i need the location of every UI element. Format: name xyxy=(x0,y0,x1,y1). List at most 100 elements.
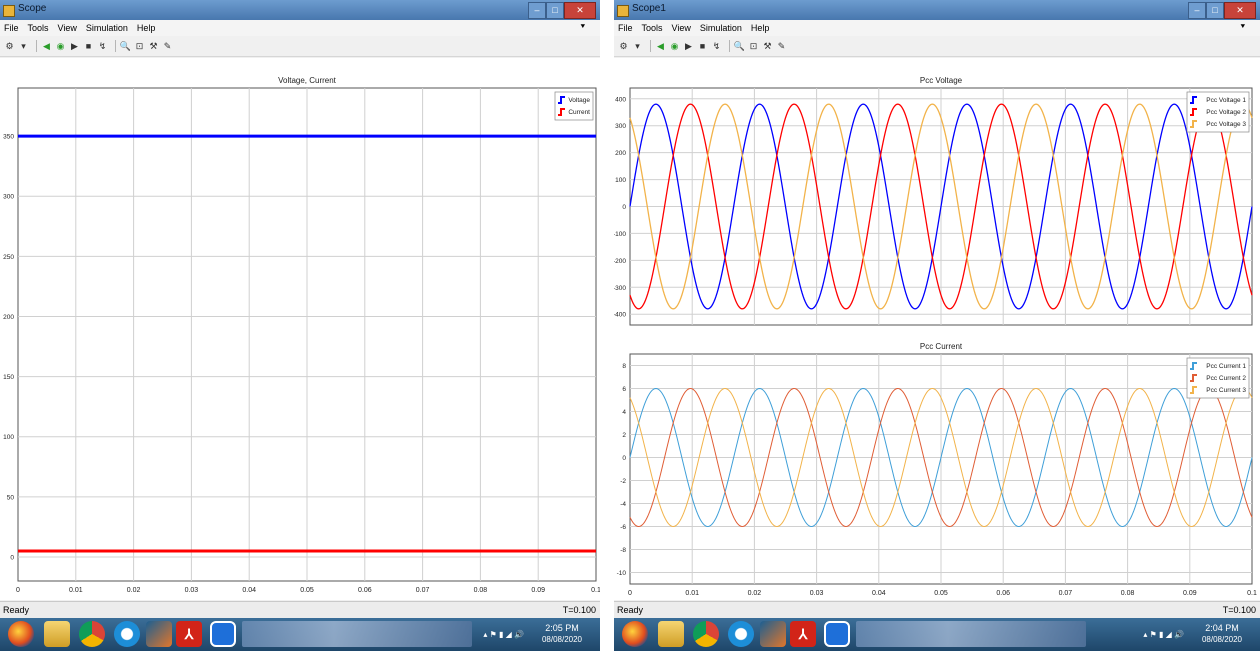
window-title: Scope xyxy=(18,3,47,14)
clock-date[interactable]: 08/08/2020 xyxy=(541,635,583,644)
play-icon[interactable]: ▶ xyxy=(685,40,692,51)
close-button[interactable]: ✕ xyxy=(564,2,596,19)
y-tick-label: -10 xyxy=(617,570,627,577)
step-back-icon[interactable]: ◀ xyxy=(657,40,664,51)
plot-area[interactable]: Voltage, Current 0 0.01 0.02 0.03 0.04 0.05 0.0… xyxy=(0,58,600,600)
taskbar-window-preview[interactable] xyxy=(856,621,1086,647)
voltage-current-chart: Voltage, Current 0 0.01 0.02 0.03 0.04 0.05 0.0… xyxy=(3,76,600,594)
toolbar-separator xyxy=(115,40,116,52)
file-explorer-icon[interactable] xyxy=(44,621,70,647)
minimize-button[interactable]: – xyxy=(528,2,546,19)
chrome-icon[interactable] xyxy=(79,621,105,647)
edge-icon[interactable] xyxy=(114,621,140,647)
sim-time: T=0.100 xyxy=(1222,605,1256,615)
taskbar-window-preview[interactable] xyxy=(242,621,472,647)
autoscale-icon[interactable]: ⊡ xyxy=(749,40,758,51)
maximize-button[interactable]: □ xyxy=(1206,2,1224,19)
maximize-button[interactable]: □ xyxy=(546,2,564,19)
teamviewer-icon[interactable] xyxy=(824,621,850,647)
dropdown-icon[interactable]: ▾ xyxy=(635,40,640,51)
legend-box xyxy=(1186,91,1250,133)
matlab-icon[interactable] xyxy=(146,621,172,647)
play-icon[interactable]: ▶ xyxy=(71,40,78,51)
close-button[interactable]: ✕ xyxy=(1224,2,1256,19)
menu-view[interactable]: View xyxy=(671,23,691,33)
y-tick-label: 0 xyxy=(622,204,626,211)
legend-label: Pcc Current 1 xyxy=(1206,363,1246,370)
menu-tools[interactable]: Tools xyxy=(27,23,49,33)
toolbar-separator xyxy=(729,40,730,52)
chrome-icon[interactable] xyxy=(693,621,719,647)
parameters-icon[interactable]: ⚒ xyxy=(149,40,158,51)
legend-icon[interactable]: ✎ xyxy=(163,40,172,51)
legend-label: Pcc Current 3 xyxy=(1206,387,1246,394)
acrobat-icon[interactable]: ⅄ xyxy=(176,621,202,647)
x-tick-label: 0.1 xyxy=(591,587,600,594)
menu-simulation[interactable]: Simulation xyxy=(85,23,128,33)
legend-swatch xyxy=(1190,120,1197,128)
menu-tools[interactable]: Tools xyxy=(641,23,663,33)
clock-date[interactable]: 08/08/2020 xyxy=(1201,635,1243,644)
y-tick-label: 0 xyxy=(622,455,626,462)
legend-swatch xyxy=(1190,108,1197,116)
clock-time[interactable]: 2:04 PM xyxy=(1205,623,1239,633)
y-tick-label: 0 xyxy=(10,554,14,561)
toolbar-separator xyxy=(650,40,651,52)
status-bar: Ready T=0.100 xyxy=(0,601,600,618)
menu-file[interactable]: File xyxy=(4,23,19,33)
y-tick-label: 200 xyxy=(615,150,626,157)
status-text: Ready xyxy=(3,605,30,615)
autoscale-icon[interactable]: ⊡ xyxy=(135,40,144,51)
y-tick-label: 350 xyxy=(3,134,14,141)
menu-view[interactable]: View xyxy=(57,23,77,33)
status-bar: Ready T=0.100 xyxy=(614,601,1260,618)
pin-icon[interactable]: ⯆ xyxy=(579,22,586,31)
clock-time[interactable]: 2:05 PM xyxy=(545,623,579,633)
windows-start-icon[interactable] xyxy=(622,621,648,647)
print-icon[interactable]: ⚙ xyxy=(619,40,628,51)
menu-simulation[interactable]: Simulation xyxy=(699,23,742,33)
legend-swatch xyxy=(558,108,565,116)
acrobat-icon[interactable]: ⅄ xyxy=(790,621,816,647)
step-back-icon[interactable]: ◀ xyxy=(43,40,50,51)
windows-start-icon[interactable] xyxy=(8,621,34,647)
tray-icons[interactable]: ▴ ⚑ ▮ ◢ 🔊 xyxy=(1143,630,1184,639)
stop-icon[interactable]: ■ xyxy=(85,41,92,51)
legend-label: Pcc Voltage 2 xyxy=(1206,109,1246,116)
parameters-icon[interactable]: ⚒ xyxy=(763,40,772,51)
toolbar: ⚙ ▾ ◀ ◉ ▶ ■ ↯ 🔍 ⊡ ⚒ ✎ xyxy=(614,36,1260,57)
window-title: Scope1 xyxy=(632,3,666,14)
teamviewer-icon[interactable] xyxy=(210,621,236,647)
zoom-icon[interactable]: 🔍 xyxy=(733,40,746,51)
menu-help[interactable]: Help xyxy=(136,23,156,33)
title-bar[interactable]: Scope1 – □ ✕ xyxy=(614,0,1260,20)
dropdown-icon[interactable]: ▾ xyxy=(21,40,26,51)
x-tick-label: 0.06 xyxy=(996,590,1010,597)
scope-window: Scope – □ ✕ File Tools View Simulation H… xyxy=(0,0,600,651)
taskbar: ⅄ ▴ ⚑ ▮ ◢ 🔊 2:05 PM 08/08/2020 xyxy=(0,618,600,651)
legend-icon[interactable]: ✎ xyxy=(777,40,786,51)
pin-icon[interactable]: ⯆ xyxy=(1239,22,1246,31)
x-tick-label: 0.02 xyxy=(127,587,141,594)
menu-bar: File Tools View Simulation Help ⯆ xyxy=(614,20,1260,36)
zoom-icon[interactable]: 🔍 xyxy=(119,40,132,51)
run-icon[interactable]: ◉ xyxy=(670,40,679,51)
highlight-icon[interactable]: ↯ xyxy=(712,40,721,51)
stop-icon[interactable]: ■ xyxy=(699,41,706,51)
matlab-icon[interactable] xyxy=(760,621,786,647)
print-icon[interactable]: ⚙ xyxy=(5,40,14,51)
tray-icons[interactable]: ▴ ⚑ ▮ ◢ 🔊 xyxy=(483,630,524,639)
title-bar[interactable]: Scope – □ ✕ xyxy=(0,0,600,20)
menu-file[interactable]: File xyxy=(618,23,633,33)
legend-swatch xyxy=(1190,374,1197,382)
y-tick-label: -100 xyxy=(614,231,626,238)
plot-area[interactable]: Pcc Voltage -400 -300 -200 -100 0 100 200 300 400… xyxy=(614,58,1260,600)
menu-help[interactable]: Help xyxy=(750,23,770,33)
edge-icon[interactable] xyxy=(728,621,754,647)
y-tick-label: -8 xyxy=(620,547,626,554)
taskbar: ⅄ ▴ ⚑ ▮ ◢ 🔊 2:04 PM 08/08/2020 xyxy=(614,618,1260,651)
highlight-icon[interactable]: ↯ xyxy=(98,40,107,51)
minimize-button[interactable]: – xyxy=(1188,2,1206,19)
run-icon[interactable]: ◉ xyxy=(56,40,65,51)
file-explorer-icon[interactable] xyxy=(658,621,684,647)
